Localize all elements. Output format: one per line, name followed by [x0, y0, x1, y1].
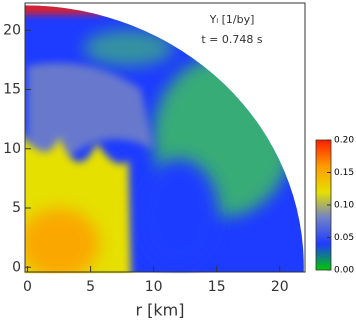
y-tick-label: 20	[3, 22, 21, 38]
y-tick-label: 5	[12, 200, 21, 216]
field-red	[24, 5, 104, 15]
field-orange	[24, 208, 100, 274]
field-plumes	[27, 62, 154, 161]
field-blue	[138, 158, 219, 269]
x-tick-label: 20	[271, 279, 289, 295]
y-tick-label: 15	[3, 82, 21, 98]
x-tick-label: 10	[145, 279, 163, 295]
field-label: Yₗ [1/by]	[209, 13, 255, 26]
colorbar-tick-label: 0.20	[334, 136, 354, 146]
colorbar-tick-label: 0.00	[334, 266, 354, 276]
y-tick-label: 10	[3, 141, 21, 157]
x-tick-label: 0	[23, 279, 32, 295]
x-axis-label: r [km]	[136, 301, 185, 320]
y-tick-label: 0	[12, 259, 21, 275]
plot-frame	[24, 2, 306, 273]
colorbar-tick-label: 0.15	[334, 168, 354, 178]
time-label: t = 0.748 s	[201, 33, 263, 46]
x-tick-label: 15	[208, 279, 226, 295]
colorbar-tick-label: 0.10	[334, 201, 354, 211]
colorbar-tick-label: 0.05	[334, 233, 354, 243]
field-green	[83, 30, 174, 67]
x-tick-label: 5	[86, 279, 95, 295]
